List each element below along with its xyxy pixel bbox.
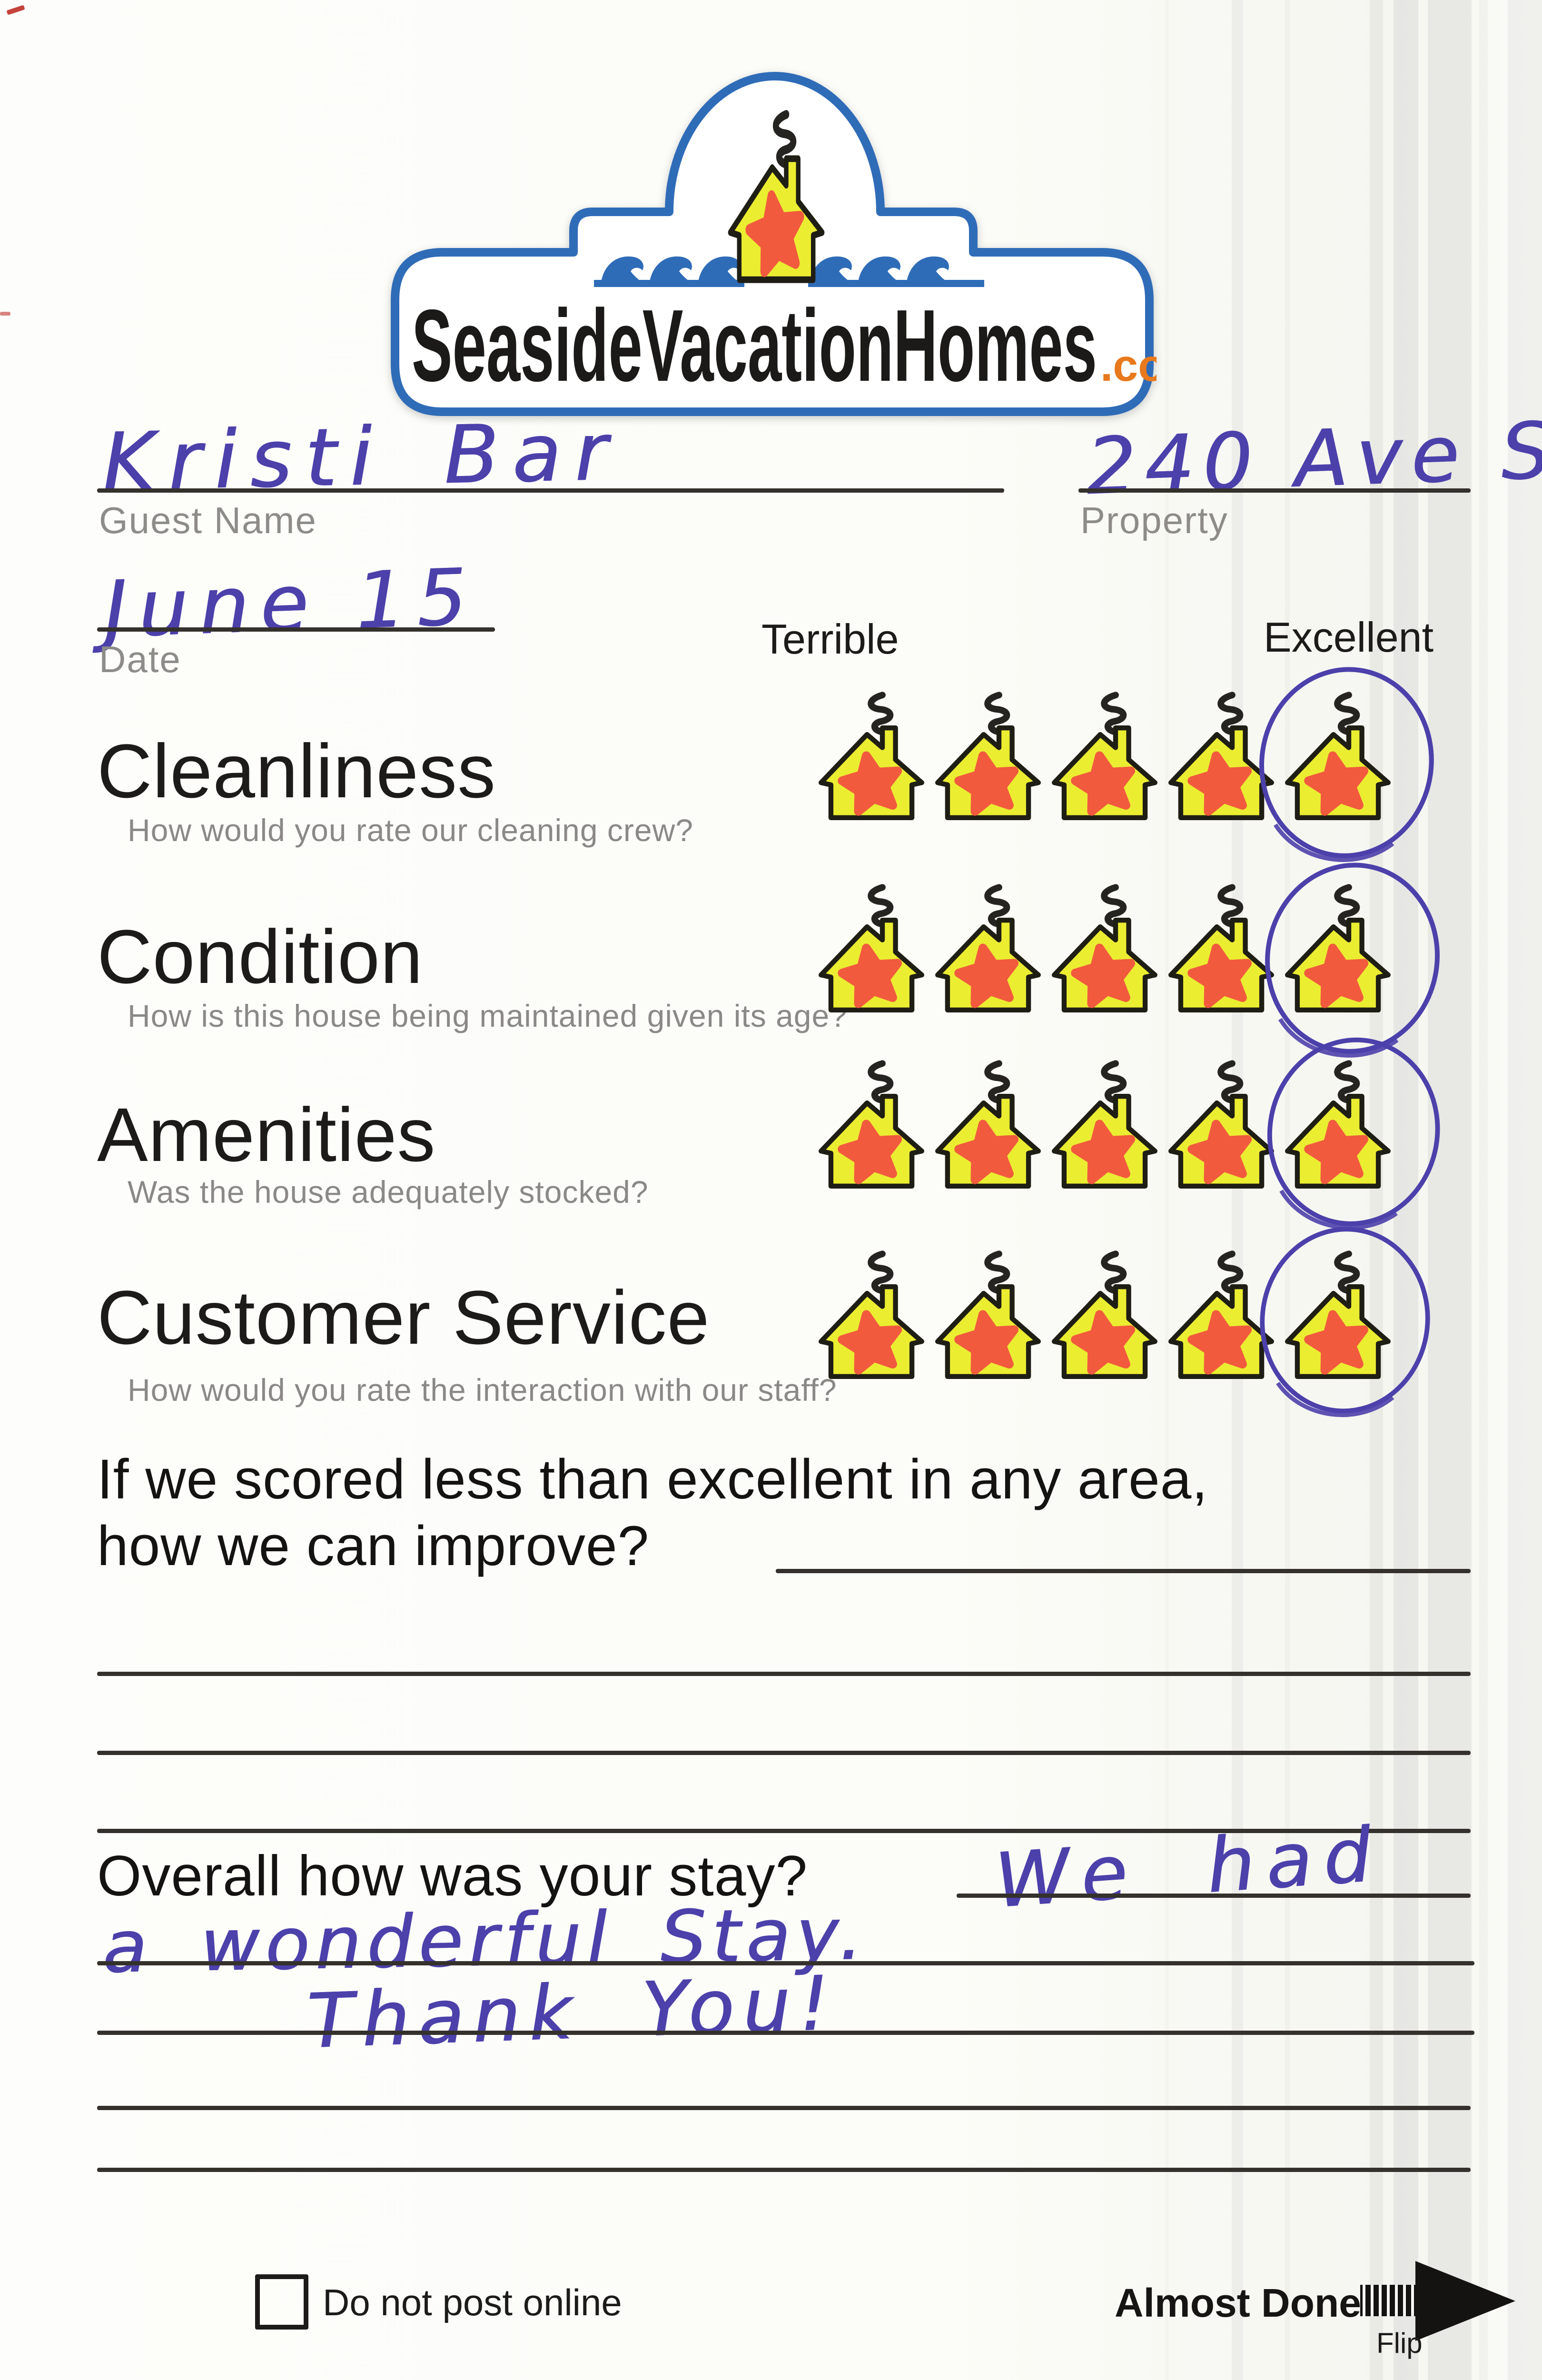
date-line bbox=[97, 627, 495, 632]
scan-streak bbox=[1370, 0, 1383, 2380]
waves-icon bbox=[601, 256, 953, 286]
rating-category-cleanliness: Cleanliness bbox=[97, 728, 496, 813]
improve-answer-line bbox=[97, 1829, 1471, 1833]
almost-done-label: Almost Done bbox=[1115, 2281, 1362, 2325]
rating-question: How would you rate our cleaning crew? bbox=[128, 813, 693, 848]
overall-answer-line bbox=[97, 2031, 1474, 2035]
guest-name-label: Guest Name bbox=[99, 499, 317, 541]
improve-answer-line bbox=[97, 1672, 1471, 1676]
logo-brand-text: SeasideVacationHomes bbox=[412, 288, 1097, 403]
scale-excellent-label: Excellent bbox=[1264, 614, 1434, 661]
guest-name-line bbox=[97, 488, 1004, 493]
scan-streak bbox=[1428, 0, 1472, 2380]
house-star-icon[interactable] bbox=[817, 1058, 926, 1192]
improve-answer-line bbox=[97, 1751, 1471, 1755]
do-not-post-checkbox[interactable] bbox=[255, 2274, 308, 2330]
scan-red-mark bbox=[6, 5, 25, 15]
rating-question: How is this house being maintained given… bbox=[128, 998, 848, 1033]
house-star-icon[interactable] bbox=[933, 1248, 1043, 1382]
house-star-icon[interactable] bbox=[1050, 1058, 1159, 1192]
rating-category-customer-service: Customer Service bbox=[97, 1275, 710, 1360]
house-star-icon[interactable] bbox=[817, 882, 926, 1016]
overall-answer-line bbox=[97, 2168, 1471, 2172]
overall-answer-line3: Thank You! bbox=[306, 1959, 839, 2066]
date-label: Date bbox=[99, 638, 181, 680]
rating-question: How would you rate the interaction with … bbox=[128, 1372, 837, 1408]
improve-question-line2: how we can improve? bbox=[97, 1515, 650, 1577]
property-label: Property bbox=[1080, 499, 1228, 541]
house-star-icon[interactable] bbox=[1050, 1248, 1159, 1382]
guest-name-value: Kristi Bar bbox=[101, 405, 622, 509]
seaside-vacation-homes-logo: SeasideVacationHomes .com bbox=[391, 72, 1156, 416]
flip-arrow-icon bbox=[1360, 2261, 1515, 2341]
overall-answer-line1: We had bbox=[992, 1810, 1385, 1925]
scan-red-mark bbox=[0, 312, 10, 316]
flip-label: Flip bbox=[1376, 2327, 1423, 2359]
rating-question: Was the house adequately stocked? bbox=[128, 1174, 649, 1210]
house-star-icon[interactable] bbox=[933, 1058, 1043, 1192]
scan-streak bbox=[1479, 0, 1488, 2380]
rating-category-amenities: Amenities bbox=[97, 1092, 436, 1177]
improve-answer-line bbox=[776, 1569, 1471, 1573]
scale-terrible-label: Terrible bbox=[761, 615, 899, 663]
house-star-icon[interactable] bbox=[1050, 689, 1159, 823]
logo-tld-text: .com bbox=[1100, 340, 1156, 391]
overall-question: Overall how was your stay? bbox=[97, 1844, 808, 1908]
overall-answer-line bbox=[97, 2106, 1471, 2110]
scan-streak bbox=[1508, 0, 1542, 2380]
rating-category-condition: Condition bbox=[97, 914, 424, 999]
overall-answer-line bbox=[97, 1961, 1474, 1965]
house-star-icon[interactable] bbox=[933, 689, 1043, 823]
house-star-icon[interactable] bbox=[817, 689, 926, 823]
overall-answer-line bbox=[957, 1894, 1471, 1898]
house-star-icon[interactable] bbox=[1050, 882, 1159, 1016]
scan-streak bbox=[1165, 0, 1169, 2380]
selected-rating-circle bbox=[1242, 1213, 1448, 1436]
house-star-icon[interactable] bbox=[933, 882, 1043, 1016]
do-not-post-label: Do not post online bbox=[323, 2281, 622, 2323]
scan-streak bbox=[1232, 0, 1243, 2380]
property-value: 240 Ave S bbox=[1084, 405, 1542, 513]
improve-question-line1: If we scored less than excellent in any … bbox=[97, 1448, 1208, 1511]
selected-rating-circle bbox=[1232, 650, 1459, 885]
property-line bbox=[1078, 488, 1471, 493]
house-star-icon[interactable] bbox=[817, 1248, 926, 1382]
